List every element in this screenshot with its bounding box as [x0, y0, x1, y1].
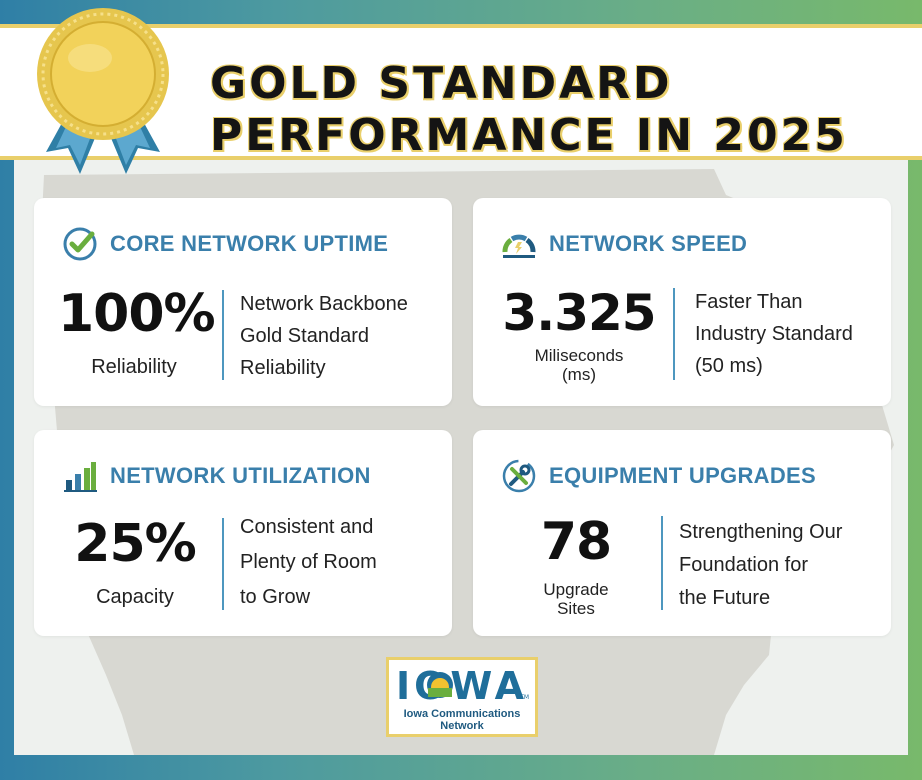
desc-line: Faster Than	[695, 291, 803, 313]
card-description: Network Backbone Gold Standard Reliabili…	[240, 288, 408, 384]
card-description: Strengthening Our Foundation for the Fut…	[679, 516, 842, 615]
card-description: Consistent and Plenty of Room to Grow	[240, 510, 377, 615]
divider	[222, 518, 224, 610]
desc-line: Network Backbone	[240, 293, 408, 315]
gold-medal-icon	[37, 8, 169, 174]
desc-line: the Future	[679, 587, 771, 609]
card-title: CORE NETWORK UPTIME	[110, 231, 389, 256]
stat-block: 78 Upgrade Sites	[501, 512, 651, 618]
stat-unit-line-2: (ms)	[562, 365, 596, 384]
stat-unit-line-1: Upgrade	[543, 580, 609, 599]
desc-line: Consistent and	[240, 516, 374, 538]
iowa-communications-network-logo: IOWA TM Iowa Communications Network	[386, 657, 538, 737]
desc-line: Gold Standard	[240, 325, 369, 347]
wrench-screwdriver-icon	[502, 459, 536, 493]
stat-value: 78	[540, 512, 612, 572]
title-line-2: PERFORMANCE IN 2025	[210, 110, 848, 161]
card-header: EQUIPMENT UPGRADES	[501, 458, 816, 494]
card-header: NETWORK SPEED	[501, 226, 747, 262]
desc-line: Strengthening Our	[679, 521, 843, 543]
stat-unit: Capacity	[96, 586, 174, 608]
divider	[661, 516, 663, 610]
stat-unit-line-2: Sites	[557, 599, 595, 618]
card-title: EQUIPMENT UPGRADES	[549, 463, 816, 488]
speedometer-icon	[502, 234, 536, 258]
desc-line: Industry Standard	[695, 323, 853, 345]
stat-unit-line-1: Miliseconds	[534, 346, 624, 365]
logo-line-2: Network	[440, 720, 484, 732]
sun-icon	[427, 672, 453, 698]
card-header: CORE NETWORK UPTIME	[62, 226, 388, 262]
check-circle-icon	[63, 227, 97, 261]
card-core-network-uptime: CORE NETWORK UPTIME 100% Reliability Net…	[34, 198, 452, 406]
stat-value: 3.325	[502, 284, 656, 342]
stat-unit: Reliability	[91, 356, 177, 378]
card-network-speed: NETWORK SPEED 3.325 Miliseconds (ms) Fas…	[473, 198, 891, 406]
stat-block: 25% Capacity	[60, 514, 210, 609]
card-title: NETWORK SPEED	[549, 231, 748, 256]
divider	[222, 290, 224, 380]
logo-wordmark: IOWA	[395, 664, 529, 708]
stat-block: 3.325 Miliseconds (ms)	[499, 284, 659, 384]
card-equipment-upgrades: EQUIPMENT UPGRADES 78 Upgrade Sites Stre…	[473, 430, 891, 636]
desc-line: Reliability	[240, 357, 326, 379]
logo-tagline: Iowa Communications Network	[389, 708, 535, 732]
card-header: NETWORK UTILIZATION	[62, 458, 371, 494]
card-description: Faster Than Industry Standard (50 ms)	[695, 286, 853, 382]
trademark: TM	[520, 694, 529, 701]
title-line-1: GOLD STANDARD	[210, 58, 673, 109]
card-title: NETWORK UTILIZATION	[110, 463, 371, 488]
desc-line: to Grow	[240, 586, 311, 608]
card-network-utilization: NETWORK UTILIZATION 25% Capacity Consist…	[34, 430, 452, 636]
divider	[673, 288, 675, 380]
stat-value: 25%	[74, 514, 196, 574]
bar-chart-icon	[64, 462, 97, 492]
logo-line-1: Iowa Communications	[403, 708, 521, 720]
page-title: GOLD STANDARD PERFORMANCE IN 2025	[210, 58, 848, 162]
desc-line: Foundation for	[679, 554, 808, 576]
stat-value: 100%	[58, 284, 216, 344]
desc-line: (50 ms)	[695, 355, 763, 377]
header-banner: GOLD STANDARD PERFORMANCE IN 2025	[0, 24, 922, 162]
desc-line: Plenty of Room	[240, 551, 377, 573]
stat-block: 100% Reliability	[58, 284, 216, 379]
